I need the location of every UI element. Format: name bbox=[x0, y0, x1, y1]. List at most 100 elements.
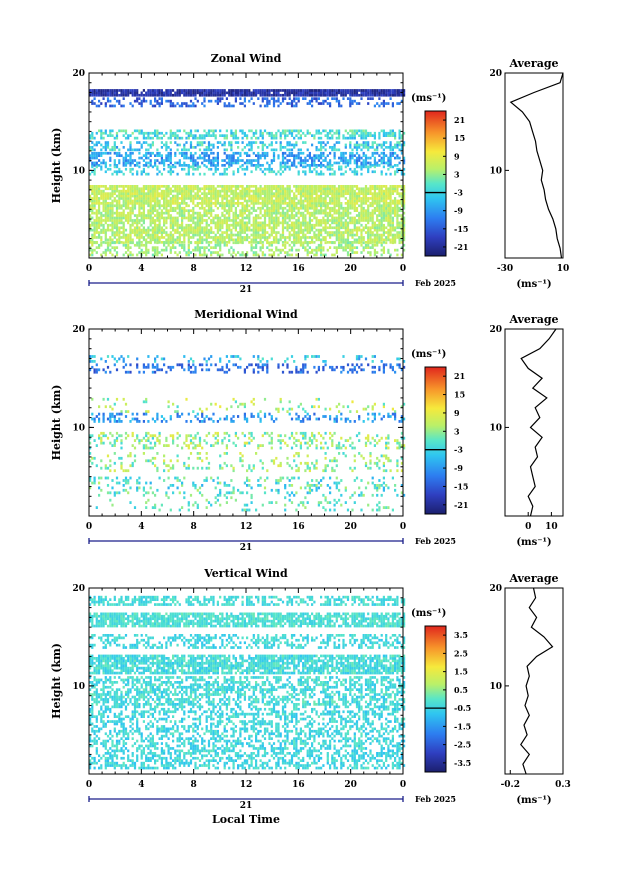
heatmap-cell bbox=[91, 89, 94, 92]
heatmap-cell bbox=[212, 131, 215, 135]
heatmap-cell bbox=[216, 228, 219, 232]
heatmap-cell bbox=[230, 91, 233, 95]
heatmap-cell bbox=[396, 89, 399, 92]
heatmap-cell bbox=[169, 172, 172, 176]
heatmap-cell bbox=[239, 89, 242, 92]
heatmap-cell bbox=[380, 161, 383, 165]
heatmap-cell bbox=[382, 131, 385, 135]
heatmap-cell bbox=[223, 159, 226, 162]
heatmap-cell bbox=[189, 143, 193, 147]
heatmap-cell bbox=[315, 216, 318, 220]
heatmap-cell bbox=[160, 146, 163, 149]
heatmap-cell bbox=[228, 164, 231, 167]
heatmap-cell bbox=[165, 187, 168, 191]
heatmap-cell bbox=[232, 89, 235, 92]
heatmap-cell bbox=[113, 89, 116, 92]
heatmap-cell bbox=[394, 214, 397, 217]
heatmap-cell bbox=[214, 236, 217, 239]
heatmap-cell bbox=[281, 216, 285, 220]
heatmap-cell bbox=[311, 236, 314, 239]
heatmap-cell bbox=[181, 148, 184, 152]
heatmap-cell bbox=[122, 172, 125, 176]
heatmap-cell bbox=[257, 156, 260, 160]
heatmap-cell bbox=[106, 206, 110, 210]
heatmap-cell bbox=[183, 197, 186, 200]
heatmap-cell bbox=[320, 187, 323, 191]
heatmap-cell bbox=[207, 99, 211, 103]
heatmap-cell bbox=[198, 141, 202, 144]
heatmap-cell bbox=[320, 241, 323, 245]
heatmap-cell bbox=[302, 204, 305, 208]
heatmap-cell bbox=[268, 223, 271, 227]
heatmap-cell bbox=[160, 216, 163, 220]
heatmap-cell bbox=[369, 97, 372, 100]
heatmap-cell bbox=[194, 246, 197, 249]
heatmap-cell bbox=[385, 197, 388, 200]
heatmap-cell bbox=[214, 241, 217, 244]
heatmap-cell bbox=[349, 151, 352, 155]
heatmap-cell bbox=[315, 246, 318, 249]
heatmap-cell bbox=[203, 151, 206, 155]
heatmap-cell bbox=[118, 228, 121, 232]
heatmap-cell bbox=[266, 241, 269, 245]
heatmap-cell bbox=[335, 209, 338, 212]
heatmap-cell bbox=[378, 221, 381, 225]
heatmap-cell bbox=[272, 97, 276, 100]
heatmap-cell bbox=[304, 199, 307, 203]
heatmap-cell bbox=[252, 159, 255, 162]
heatmap-cell bbox=[194, 167, 197, 171]
heatmap-cell bbox=[284, 219, 287, 222]
heatmap-cell bbox=[313, 206, 316, 210]
heatmap-cell bbox=[281, 93, 285, 97]
heatmap-cell bbox=[344, 185, 347, 188]
heatmap-cell bbox=[185, 104, 188, 108]
heatmap-cell bbox=[221, 221, 224, 225]
heatmap-cell bbox=[373, 253, 376, 257]
heatmap-cell bbox=[232, 233, 235, 237]
heatmap-cell bbox=[232, 161, 235, 165]
heatmap-cell bbox=[270, 197, 273, 200]
heatmap-cell bbox=[194, 197, 197, 200]
heatmap-cell bbox=[324, 253, 327, 257]
heatmap-cell bbox=[178, 93, 181, 97]
heatmap-cell bbox=[133, 189, 137, 193]
heatmap-cell bbox=[201, 102, 204, 105]
heatmap-cell bbox=[373, 189, 376, 193]
heatmap-cell bbox=[302, 159, 305, 162]
heatmap-cell bbox=[207, 161, 211, 165]
heatmap-cell bbox=[187, 238, 190, 242]
heatmap-cell bbox=[147, 204, 150, 208]
heatmap-cell bbox=[232, 192, 235, 195]
heatmap-cell bbox=[391, 223, 394, 227]
heatmap-cell bbox=[203, 246, 206, 249]
heatmap-cell bbox=[346, 226, 350, 230]
heatmap-cell bbox=[324, 231, 327, 234]
heatmap-cell bbox=[210, 167, 213, 171]
heatmap-cell bbox=[187, 223, 190, 227]
heatmap-cell bbox=[113, 93, 116, 97]
heatmap-cell bbox=[333, 216, 336, 220]
heatmap-cell bbox=[275, 148, 278, 152]
heatmap-cell bbox=[275, 134, 278, 137]
heatmap-cell bbox=[293, 231, 296, 234]
heatmap-cell bbox=[364, 131, 368, 135]
heatmap-cell bbox=[221, 219, 224, 222]
heatmap-cell bbox=[136, 192, 139, 195]
heatmap-cell bbox=[104, 228, 107, 232]
heatmap-cell bbox=[279, 189, 282, 193]
heatmap-cell bbox=[286, 214, 289, 217]
heatmap-cell bbox=[160, 226, 163, 230]
heatmap-cell bbox=[373, 226, 376, 230]
heatmap-cell bbox=[133, 202, 137, 205]
heatmap-cell bbox=[165, 246, 168, 249]
heatmap-cell bbox=[246, 209, 249, 212]
heatmap-cell bbox=[360, 202, 363, 205]
heatmap-cell bbox=[203, 156, 206, 160]
heatmap-cell bbox=[349, 233, 352, 237]
heatmap-cell bbox=[95, 93, 98, 97]
heatmap-cell bbox=[400, 187, 403, 191]
heatmap-cell bbox=[207, 89, 211, 92]
heatmap-cell bbox=[311, 93, 314, 97]
heatmap-cell bbox=[252, 192, 255, 195]
heatmap-cell bbox=[342, 236, 345, 239]
